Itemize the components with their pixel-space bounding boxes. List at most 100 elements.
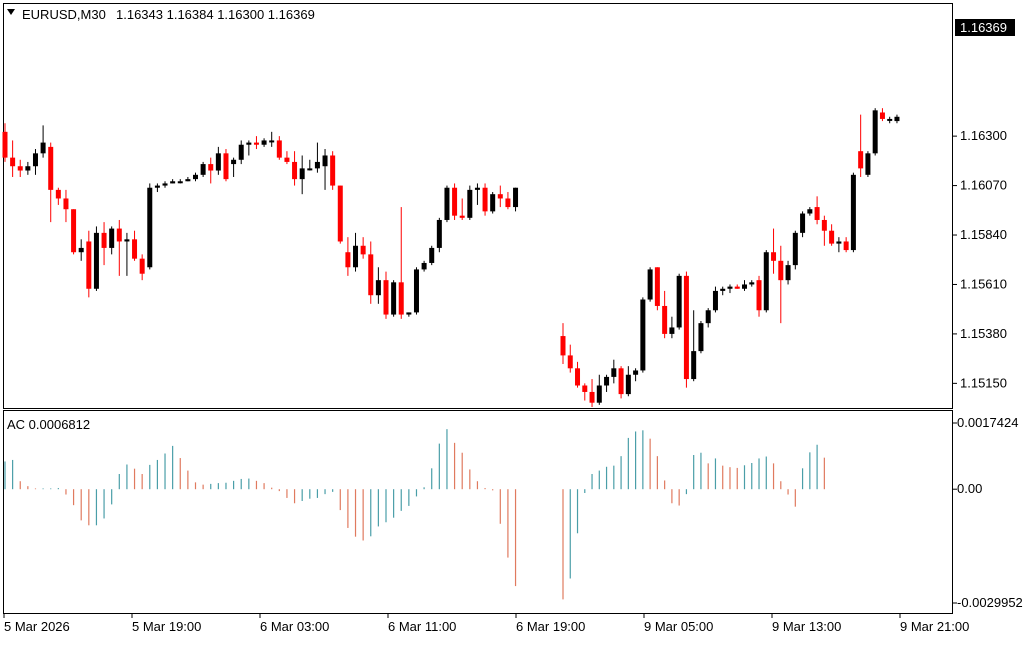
candle-body (749, 282, 755, 285)
candle (712, 286, 718, 313)
candle-body (170, 181, 176, 184)
candle-body (185, 179, 191, 182)
candle (436, 217, 442, 253)
time-tick-label: 5 Mar 2026 (4, 619, 70, 634)
candle-body (375, 280, 381, 296)
candle-body (582, 385, 588, 392)
candle-body (421, 262, 427, 270)
candle (147, 183, 153, 270)
candle (32, 149, 38, 175)
ac-tick-label: -0.0029952 (957, 595, 1023, 610)
candle-body (48, 146, 54, 190)
candle (299, 155, 305, 195)
candle (459, 198, 465, 220)
candle (421, 260, 427, 272)
candle-body (589, 391, 595, 403)
candle (843, 237, 849, 253)
candle (698, 321, 704, 354)
candle-body (139, 258, 145, 274)
time-tick-label: 9 Mar 05:00 (644, 619, 713, 634)
candle-body (618, 368, 624, 395)
candle (567, 344, 573, 373)
candle (742, 280, 747, 291)
candle-body (436, 219, 442, 248)
price-tick-label: 1.16300 (960, 128, 1007, 143)
price-axis: 1.16300 1.16070 1.15840 1.15610 1.15380 1.151… (952, 128, 1007, 390)
candle (162, 181, 168, 188)
candle (276, 136, 282, 160)
candle-body (727, 286, 733, 289)
candle (139, 254, 145, 281)
candle (177, 179, 183, 184)
chevron-down-icon[interactable] (7, 9, 15, 15)
time-tick-label: 6 Mar 03:00 (260, 619, 329, 634)
candle-body (132, 239, 138, 259)
candle (618, 366, 624, 399)
candle-body (734, 286, 740, 289)
candle (872, 108, 878, 156)
ac-bar-series (4, 429, 825, 600)
candle-body (253, 142, 259, 145)
candle-body (640, 299, 646, 371)
time-tick-label: 9 Mar 21:00 (900, 619, 969, 634)
candle (269, 131, 275, 147)
candle-body (2, 131, 8, 158)
candle (705, 308, 711, 328)
candle (383, 271, 389, 319)
candle (154, 183, 160, 193)
candle (2, 123, 8, 162)
candle-body (482, 187, 488, 212)
candle (858, 114, 864, 177)
candle (865, 151, 871, 177)
candle (807, 207, 813, 216)
candle-body (821, 219, 827, 231)
candle (763, 250, 769, 313)
candle-body (86, 241, 92, 289)
candle-body (147, 187, 153, 268)
candle (231, 157, 237, 177)
candle (253, 136, 259, 150)
candle (850, 172, 856, 253)
candle-body (647, 269, 653, 300)
candle (314, 142, 320, 173)
candle-body (353, 245, 359, 268)
candle-body (662, 305, 668, 334)
candle (800, 211, 806, 238)
candle-body (261, 140, 267, 145)
candle-body (109, 228, 115, 248)
candle-body (625, 374, 631, 395)
candle (360, 237, 366, 259)
candle (497, 185, 503, 208)
candle-body (567, 355, 573, 369)
candle-body (55, 189, 61, 199)
candle (353, 232, 359, 272)
candle (662, 290, 668, 339)
candle (398, 207, 404, 319)
candle-body (872, 110, 878, 154)
indicator-label: AC 0.0006812 (7, 417, 90, 432)
candle-body (429, 247, 435, 263)
candle (596, 374, 602, 405)
candle-body (71, 209, 77, 253)
candle-body (345, 252, 351, 268)
time-tick-label: 6 Mar 11:00 (388, 619, 456, 634)
candle-body (299, 168, 305, 180)
candle (261, 138, 267, 147)
time-tick-label: 5 Mar 19:00 (132, 619, 201, 634)
candle-body (676, 275, 682, 328)
candle-body (836, 241, 842, 244)
candle-body (193, 174, 198, 180)
candle (193, 172, 198, 182)
candle-body (177, 181, 183, 184)
candle-body (633, 370, 639, 375)
candle (734, 284, 740, 289)
candle-body (17, 166, 23, 171)
candle-body (792, 232, 798, 266)
candle-body (25, 166, 31, 171)
price-tick-label: 1.15610 (960, 276, 1007, 291)
candle (887, 116, 893, 124)
candle-body (698, 323, 704, 352)
candle-body (32, 153, 38, 167)
price-panel-frame (3, 3, 953, 409)
